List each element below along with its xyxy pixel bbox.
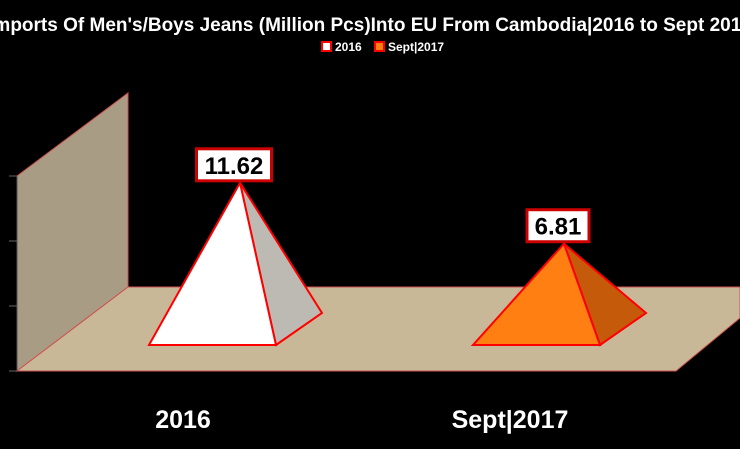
legend-label-sept-2017: Sept|2017 bbox=[388, 40, 444, 54]
data-label-box-0 bbox=[195, 147, 273, 183]
chart-title: Imports Of Men's/Boys Jeans (Million Pcs… bbox=[0, 15, 740, 36]
data-label-box-1 bbox=[525, 208, 591, 244]
data-label-0: 11.62 bbox=[205, 153, 264, 180]
legend: 2016 Sept|2017 bbox=[321, 40, 444, 54]
x-tick-label-2016: 2016 bbox=[155, 406, 211, 434]
x-tick-label-sept-2017: Sept|2017 bbox=[452, 406, 569, 434]
pyramid-front-1 bbox=[470, 241, 602, 346]
legend-label-2016: 2016 bbox=[335, 40, 362, 54]
pyramid-front-0 bbox=[147, 180, 278, 346]
data-label-1: 6.81 bbox=[535, 214, 582, 241]
legend-swatch-sept-2017 bbox=[374, 41, 385, 52]
legend-swatch-2016 bbox=[321, 41, 332, 52]
